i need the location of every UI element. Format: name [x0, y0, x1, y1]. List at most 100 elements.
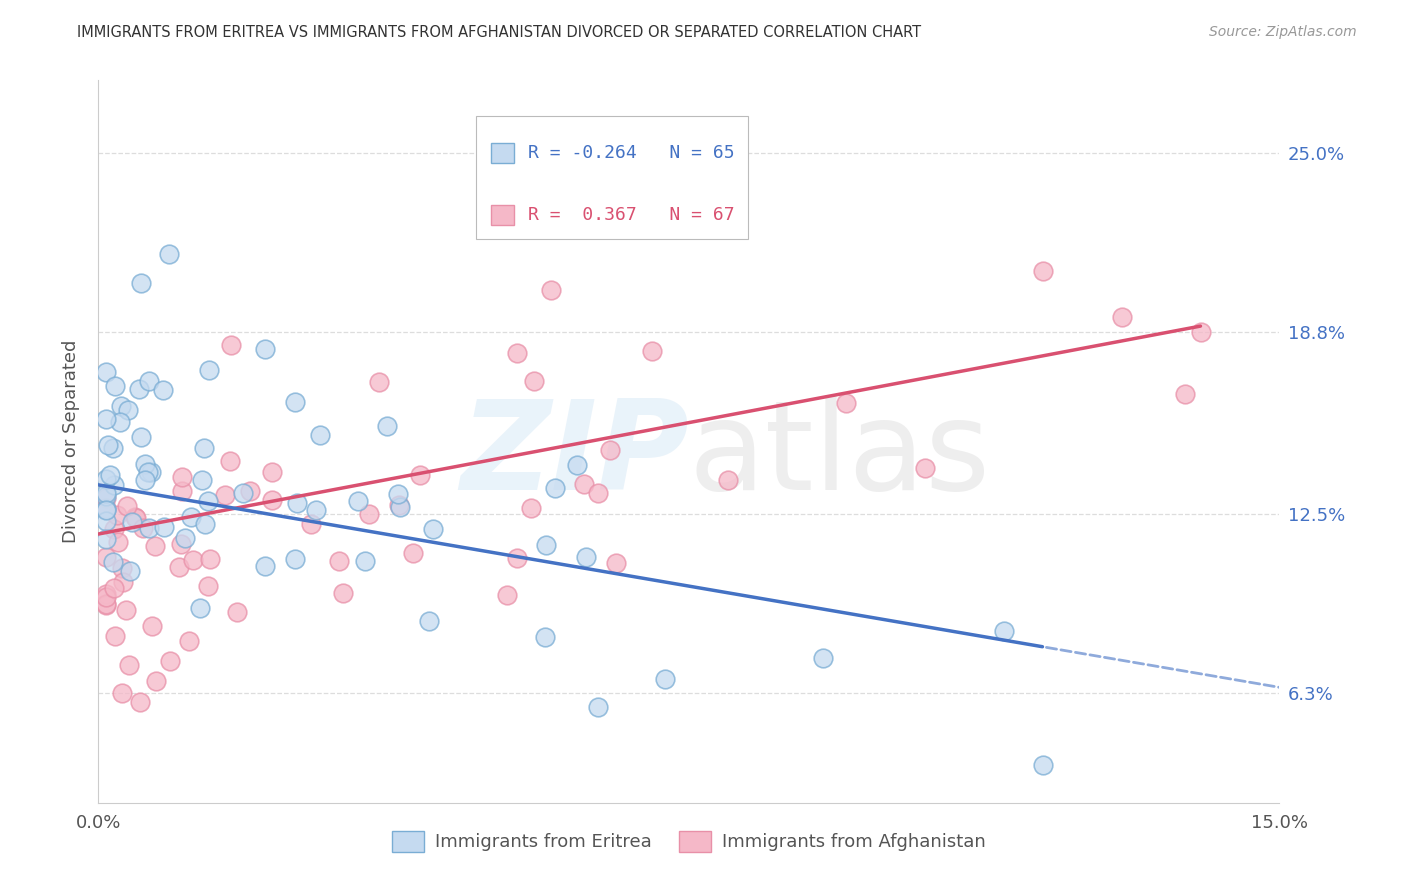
Point: [285, 496, 308, 510]
Point: [111, 575, 134, 590]
Point: [124, 509, 146, 524]
Point: [389, 500, 412, 514]
Point: [654, 672, 676, 686]
Point: [134, 457, 156, 471]
Point: [418, 615, 440, 629]
Point: [328, 554, 350, 568]
Point: [226, 605, 249, 619]
Text: R =  0.367   N = 67: R = 0.367 N = 67: [529, 206, 735, 224]
Point: [96, 491, 118, 505]
Point: [284, 395, 307, 409]
Point: [152, 383, 174, 397]
Point: [170, 537, 193, 551]
Point: [387, 487, 409, 501]
Point: [96, 365, 118, 379]
Point: [145, 673, 167, 688]
Point: [914, 461, 936, 475]
Point: [96, 532, 118, 546]
Point: [96, 598, 118, 612]
Text: IMMIGRANTS FROM ERITREA VS IMMIGRANTS FROM AFGHANISTAN DIVORCED OR SEPARATED COR: IMMIGRANTS FROM ERITREA VS IMMIGRANTS FR…: [77, 25, 921, 40]
Point: [105, 508, 128, 523]
Point: [332, 586, 354, 600]
Point: [260, 465, 283, 479]
Point: [198, 362, 221, 376]
Text: R = -0.264   N = 65: R = -0.264 N = 65: [529, 145, 735, 162]
Point: [132, 521, 155, 535]
Point: [219, 453, 242, 467]
Point: [575, 549, 598, 564]
Point: [138, 521, 160, 535]
Point: [993, 624, 1015, 638]
Point: [115, 603, 138, 617]
Point: [534, 539, 557, 553]
FancyBboxPatch shape: [477, 116, 748, 239]
Point: [540, 284, 562, 298]
Point: [103, 554, 125, 568]
Point: [605, 556, 627, 570]
Point: [1174, 386, 1197, 401]
Point: [284, 551, 307, 566]
Point: [219, 338, 242, 352]
Point: [260, 493, 283, 508]
Point: [96, 514, 118, 528]
Legend: Immigrants from Eritrea, Immigrants from Afghanistan: Immigrants from Eritrea, Immigrants from…: [385, 823, 993, 859]
Point: [253, 558, 276, 573]
Point: [239, 484, 262, 499]
Point: [299, 517, 322, 532]
Point: [141, 619, 163, 633]
Text: ZIP: ZIP: [460, 395, 689, 516]
Point: [1111, 310, 1133, 325]
Point: [191, 473, 214, 487]
Point: [125, 511, 148, 525]
Point: [134, 473, 156, 487]
Point: [97, 438, 120, 452]
Point: [1189, 325, 1212, 339]
Point: [120, 564, 142, 578]
Point: [136, 465, 159, 479]
Point: [599, 443, 621, 458]
Point: [103, 478, 125, 492]
Point: [347, 494, 370, 508]
Point: [422, 522, 444, 536]
Point: [641, 344, 664, 359]
Point: [157, 246, 180, 260]
Point: [232, 485, 254, 500]
Point: [138, 374, 160, 388]
Point: [96, 597, 118, 611]
Point: [214, 488, 236, 502]
Point: [111, 561, 134, 575]
Point: [103, 441, 125, 455]
Point: [357, 507, 380, 521]
Y-axis label: Divorced or Separated: Divorced or Separated: [62, 340, 80, 543]
Text: atlas: atlas: [689, 395, 991, 516]
Point: [811, 651, 834, 665]
Point: [111, 686, 134, 700]
Point: [188, 601, 211, 615]
Point: [96, 486, 118, 500]
Point: [128, 382, 150, 396]
Point: [305, 503, 328, 517]
Point: [96, 489, 118, 503]
Point: [523, 375, 546, 389]
Point: [835, 395, 858, 409]
Point: [565, 458, 588, 472]
Point: [103, 581, 125, 595]
Point: [572, 476, 595, 491]
Point: [198, 551, 221, 566]
Point: [167, 560, 190, 574]
Point: [96, 411, 118, 425]
FancyBboxPatch shape: [491, 143, 515, 163]
Point: [96, 502, 118, 516]
Point: [104, 379, 127, 393]
Point: [96, 501, 118, 516]
Point: [520, 501, 543, 516]
Point: [375, 418, 398, 433]
Point: [402, 546, 425, 560]
Point: [354, 554, 377, 568]
Point: [193, 441, 215, 455]
Point: [143, 539, 166, 553]
Point: [544, 481, 567, 495]
Point: [131, 430, 153, 444]
Point: [1032, 758, 1054, 772]
Point: [408, 468, 430, 483]
